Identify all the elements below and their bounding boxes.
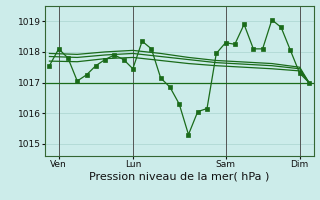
- X-axis label: Pression niveau de la mer( hPa ): Pression niveau de la mer( hPa ): [89, 172, 269, 182]
